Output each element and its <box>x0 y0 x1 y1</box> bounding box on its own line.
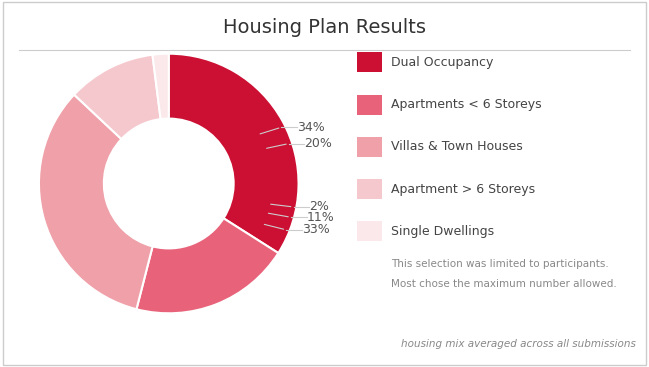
Text: Dual Occupancy: Dual Occupancy <box>391 56 494 69</box>
Text: This selection was limited to participants.: This selection was limited to participan… <box>391 259 609 269</box>
Text: 34%: 34% <box>297 121 324 134</box>
Wedge shape <box>136 218 278 313</box>
Text: 33%: 33% <box>302 224 330 236</box>
Text: Most chose the maximum number allowed.: Most chose the maximum number allowed. <box>391 279 617 289</box>
Wedge shape <box>74 55 160 139</box>
Text: Single Dwellings: Single Dwellings <box>391 225 495 238</box>
Text: Housing Plan Results: Housing Plan Results <box>223 18 426 37</box>
Text: 20%: 20% <box>304 137 332 150</box>
Text: 2%: 2% <box>309 200 329 214</box>
Text: housing mix averaged across all submissions: housing mix averaged across all submissi… <box>401 339 636 349</box>
Text: Apartment > 6 Storeys: Apartment > 6 Storeys <box>391 182 535 196</box>
Wedge shape <box>39 95 153 309</box>
Text: Villas & Town Houses: Villas & Town Houses <box>391 140 523 153</box>
Text: 11%: 11% <box>306 211 334 224</box>
Wedge shape <box>169 54 299 253</box>
Text: Apartments < 6 Storeys: Apartments < 6 Storeys <box>391 98 542 111</box>
Wedge shape <box>153 54 169 119</box>
